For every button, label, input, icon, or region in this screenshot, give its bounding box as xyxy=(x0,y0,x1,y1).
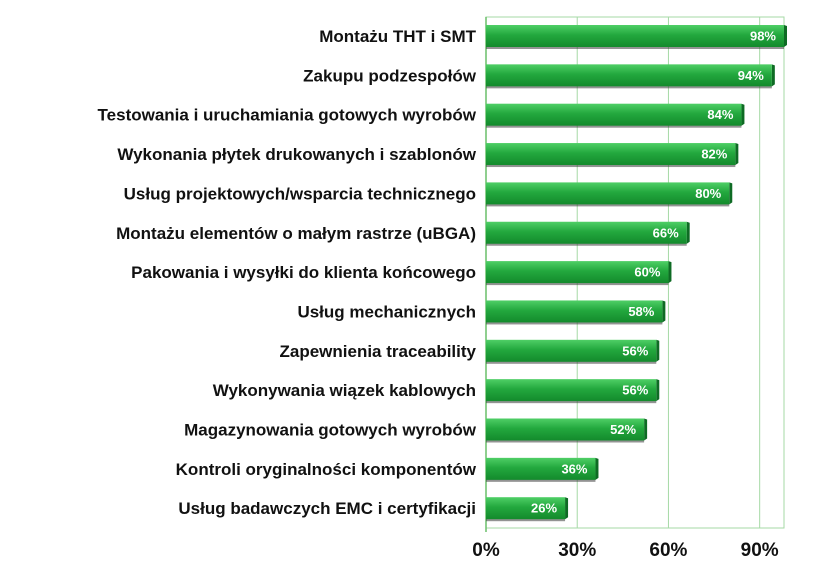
category-label: Zapewnienia traceability xyxy=(279,342,476,361)
bar xyxy=(486,497,566,520)
bar-group: 66% xyxy=(486,221,690,246)
bar-shadow xyxy=(486,242,687,246)
category-labels: Montażu THT i SMT Zakupu podzespołów Testo… xyxy=(98,27,477,518)
category-label: Magazynowania gotowych wyrobów xyxy=(184,421,477,440)
x-tick-labels: 0% 30% 60% 90% xyxy=(472,540,779,561)
bar-group: 56% xyxy=(486,339,660,364)
data-label: 36% xyxy=(561,461,587,476)
category-label: Wykonania płytek drukowanych i szablonów xyxy=(117,145,476,164)
bar xyxy=(486,182,730,205)
category-label: Wykonywania wiązek kablowych xyxy=(213,381,476,400)
category-label: Usług mechanicznych xyxy=(297,302,476,321)
bars: 98% 94% 84% 82% 80% 66% 60% 58% 56% 56% 52% 36% 26% xyxy=(486,25,787,522)
data-label: 60% xyxy=(634,265,660,280)
bar-shadow xyxy=(486,478,596,482)
data-label: 98% xyxy=(750,29,776,44)
bar-shadow xyxy=(486,518,566,522)
bar xyxy=(486,300,663,323)
bar xyxy=(486,25,784,47)
data-label: 94% xyxy=(738,68,764,83)
data-label: 56% xyxy=(622,343,648,358)
category-label: Testowania i uruchamiania gotowych wyrob… xyxy=(98,106,477,125)
bar-group: 94% xyxy=(486,64,775,89)
bar-group: 58% xyxy=(486,300,666,325)
data-label: 66% xyxy=(653,225,679,240)
category-label: Zakupu podzespołów xyxy=(303,66,477,85)
data-label: 52% xyxy=(610,422,636,437)
bar-shadow xyxy=(486,400,657,404)
x-tick-label: 30% xyxy=(558,540,596,561)
category-label: Pakowania i wysyłki do klienta końcowego xyxy=(131,263,476,282)
bar-shadow xyxy=(486,282,669,286)
bar xyxy=(486,103,742,126)
bar-group: 98% xyxy=(486,25,787,49)
bar-shadow xyxy=(486,360,657,364)
bar-group: 36% xyxy=(486,457,599,482)
bar-shadow xyxy=(486,321,663,325)
data-label: 84% xyxy=(707,107,733,122)
bar-group: 82% xyxy=(486,143,739,168)
bar xyxy=(486,379,657,402)
bar-shadow xyxy=(486,439,645,443)
bar-shadow xyxy=(486,46,784,49)
bar-shadow xyxy=(486,124,742,128)
bar-group: 84% xyxy=(486,103,745,128)
x-tick-label: 90% xyxy=(741,540,779,561)
bar xyxy=(486,143,736,166)
bar-group: 60% xyxy=(486,261,672,286)
bar xyxy=(486,418,645,441)
x-tick-label: 0% xyxy=(472,540,500,561)
bar-shadow xyxy=(486,203,730,207)
bar xyxy=(486,457,596,480)
bar-group: 56% xyxy=(486,379,660,404)
data-label: 80% xyxy=(695,186,721,201)
bar-shadow xyxy=(486,85,772,89)
bar-group: 52% xyxy=(486,418,648,443)
category-label: Kontroli oryginalności komponentów xyxy=(176,460,477,479)
bar xyxy=(486,221,687,244)
data-label: 82% xyxy=(701,147,727,162)
category-label: Montażu elementów o małym rastrze (uBGA) xyxy=(116,224,476,243)
x-tick-label: 60% xyxy=(649,540,687,561)
category-label: Usług projektowych/wsparcia technicznego xyxy=(124,184,476,203)
bar-group: 80% xyxy=(486,182,733,207)
bar xyxy=(486,339,657,362)
data-label: 26% xyxy=(531,501,557,516)
bar xyxy=(486,261,669,284)
category-label: Montażu THT i SMT xyxy=(319,27,476,46)
bar xyxy=(486,64,772,87)
bar-group: 26% xyxy=(486,497,569,522)
bar-shadow xyxy=(486,164,736,168)
data-label: 56% xyxy=(622,383,648,398)
category-label: Usług badawczych EMC i certyfikacji xyxy=(178,499,476,518)
data-label: 58% xyxy=(628,304,654,319)
